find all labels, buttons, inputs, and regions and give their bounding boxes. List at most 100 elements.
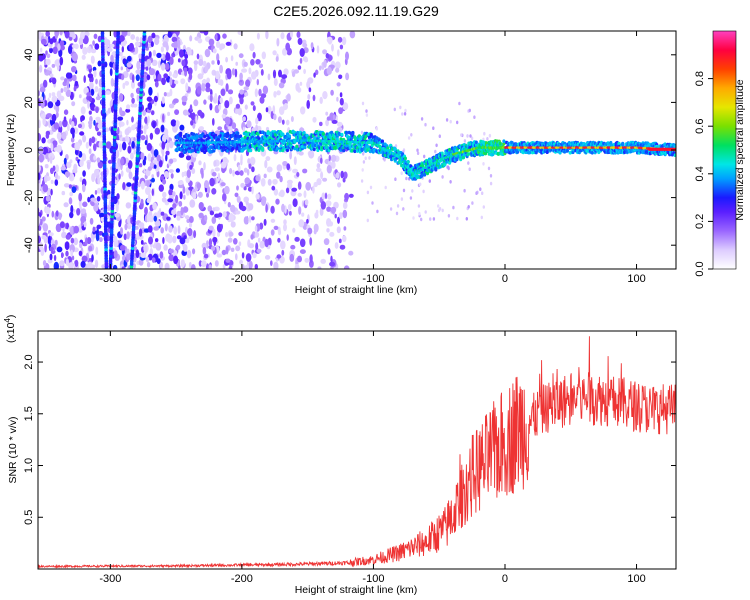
noise-mark <box>126 248 130 254</box>
ridge-mark <box>453 145 457 150</box>
noise-mark <box>182 206 189 213</box>
noise-mark <box>65 250 69 257</box>
noise-mark <box>260 178 266 187</box>
noise-mark <box>267 178 272 186</box>
noise-mark <box>42 184 49 193</box>
noise-mark <box>456 216 459 221</box>
noise-mark <box>361 168 364 172</box>
noise-mark <box>66 79 70 89</box>
noise-mark <box>58 120 63 128</box>
noise-mark <box>292 198 298 208</box>
noise-mark <box>349 31 356 39</box>
noise-mark <box>143 168 146 174</box>
noise-mark <box>265 204 268 213</box>
noise-mark <box>308 87 312 93</box>
noise-mark <box>326 164 332 174</box>
noise-mark <box>153 215 157 222</box>
noise-mark <box>313 181 318 188</box>
noise-mark <box>170 173 174 179</box>
noise-mark <box>63 86 68 93</box>
noise-mark <box>60 88 64 93</box>
ridge-mark <box>455 157 459 162</box>
noise-mark <box>308 150 315 159</box>
noise-mark <box>120 170 124 177</box>
noise-mark <box>393 107 396 112</box>
noise-mark <box>285 119 290 126</box>
noise-mark <box>342 102 349 111</box>
noise-mark <box>155 242 162 251</box>
noise-mark <box>161 197 167 203</box>
noise-mark <box>343 171 348 179</box>
noise-mark <box>117 126 120 135</box>
noise-mark <box>151 32 156 39</box>
noise-mark <box>299 81 303 86</box>
noise-mark <box>336 226 341 234</box>
noise-mark <box>470 136 474 141</box>
noise-mark <box>249 156 256 166</box>
noise-mark <box>216 231 221 237</box>
noise-mark <box>264 238 269 248</box>
noise-mark <box>287 204 292 211</box>
noise-mark <box>86 161 91 170</box>
noise-mark <box>210 89 213 96</box>
noise-mark <box>94 43 100 50</box>
noise-mark <box>441 208 444 213</box>
noise-mark <box>400 171 403 175</box>
noise-mark <box>53 254 57 262</box>
noise-mark <box>90 88 95 96</box>
noise-mark <box>220 223 223 230</box>
noise-mark <box>150 110 155 116</box>
noise-mark <box>143 126 147 135</box>
noise-mark <box>41 137 46 144</box>
noise-mark <box>73 237 79 246</box>
noise-mark <box>412 216 415 220</box>
noise-mark <box>240 182 245 188</box>
noise-mark <box>158 184 164 192</box>
noise-mark <box>164 223 168 232</box>
noise-mark <box>416 151 420 155</box>
noise-mark <box>324 192 328 200</box>
noise-mark <box>134 46 139 55</box>
noise-mark <box>173 255 179 265</box>
ridge-mark <box>256 132 260 137</box>
noise-mark <box>242 116 246 122</box>
noise-mark <box>246 169 250 176</box>
noise-mark <box>336 96 339 102</box>
noise-mark <box>261 51 266 60</box>
noise-mark <box>147 166 152 171</box>
ridge-mark <box>484 141 488 145</box>
noise-mark <box>131 124 136 131</box>
noise-mark <box>336 82 341 87</box>
noise-mark <box>88 122 92 130</box>
noise-mark <box>95 106 99 114</box>
noise-mark <box>343 226 347 231</box>
noise-mark <box>211 188 217 195</box>
noise-mark <box>329 231 335 237</box>
noise-mark <box>130 92 134 98</box>
noise-mark <box>208 264 212 269</box>
noise-mark <box>188 73 193 81</box>
noise-mark <box>218 103 222 111</box>
noise-mark <box>275 198 280 205</box>
noise-mark <box>228 231 234 237</box>
noise-mark <box>251 216 255 221</box>
noise-mark <box>458 101 461 106</box>
noise-mark <box>272 178 278 185</box>
noise-mark <box>49 38 54 45</box>
noise-mark <box>78 37 84 45</box>
noise-mark <box>265 156 271 162</box>
noise-mark <box>486 137 489 141</box>
noise-mark <box>54 172 59 179</box>
noise-mark <box>225 246 229 255</box>
noise-mark <box>214 93 218 100</box>
noise-mark <box>138 228 143 237</box>
noise-mark <box>79 177 83 182</box>
noise-mark <box>469 134 472 138</box>
noise-mark <box>72 74 77 82</box>
noise-mark <box>219 97 223 104</box>
noise-mark <box>317 266 322 269</box>
ridge-mark <box>182 144 186 149</box>
noise-mark <box>145 66 149 71</box>
noise-mark <box>298 206 302 215</box>
noise-mark <box>63 109 69 115</box>
